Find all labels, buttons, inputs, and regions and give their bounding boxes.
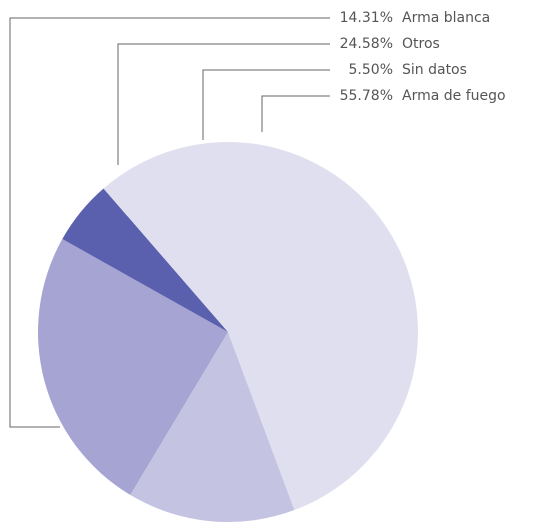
legend-label: Otros <box>402 36 440 52</box>
legend-label: Arma de fuego <box>402 88 506 104</box>
pie-slice <box>103 142 419 511</box>
legend-value: 14.31% <box>340 10 393 26</box>
leader-line <box>261 95 330 132</box>
leader-line <box>117 43 330 165</box>
legend-value: 55.78% <box>340 88 393 104</box>
leader-line <box>202 69 330 140</box>
pie-slice <box>130 332 295 522</box>
legend-value: 24.58% <box>340 36 393 52</box>
legend-value: 5.50% <box>349 62 393 78</box>
pie-slice <box>62 188 228 332</box>
legend-label: Sin datos <box>402 62 467 78</box>
legend-label: Arma blanca <box>402 10 490 26</box>
pie-slice <box>38 239 229 495</box>
leader-line <box>9 17 330 428</box>
